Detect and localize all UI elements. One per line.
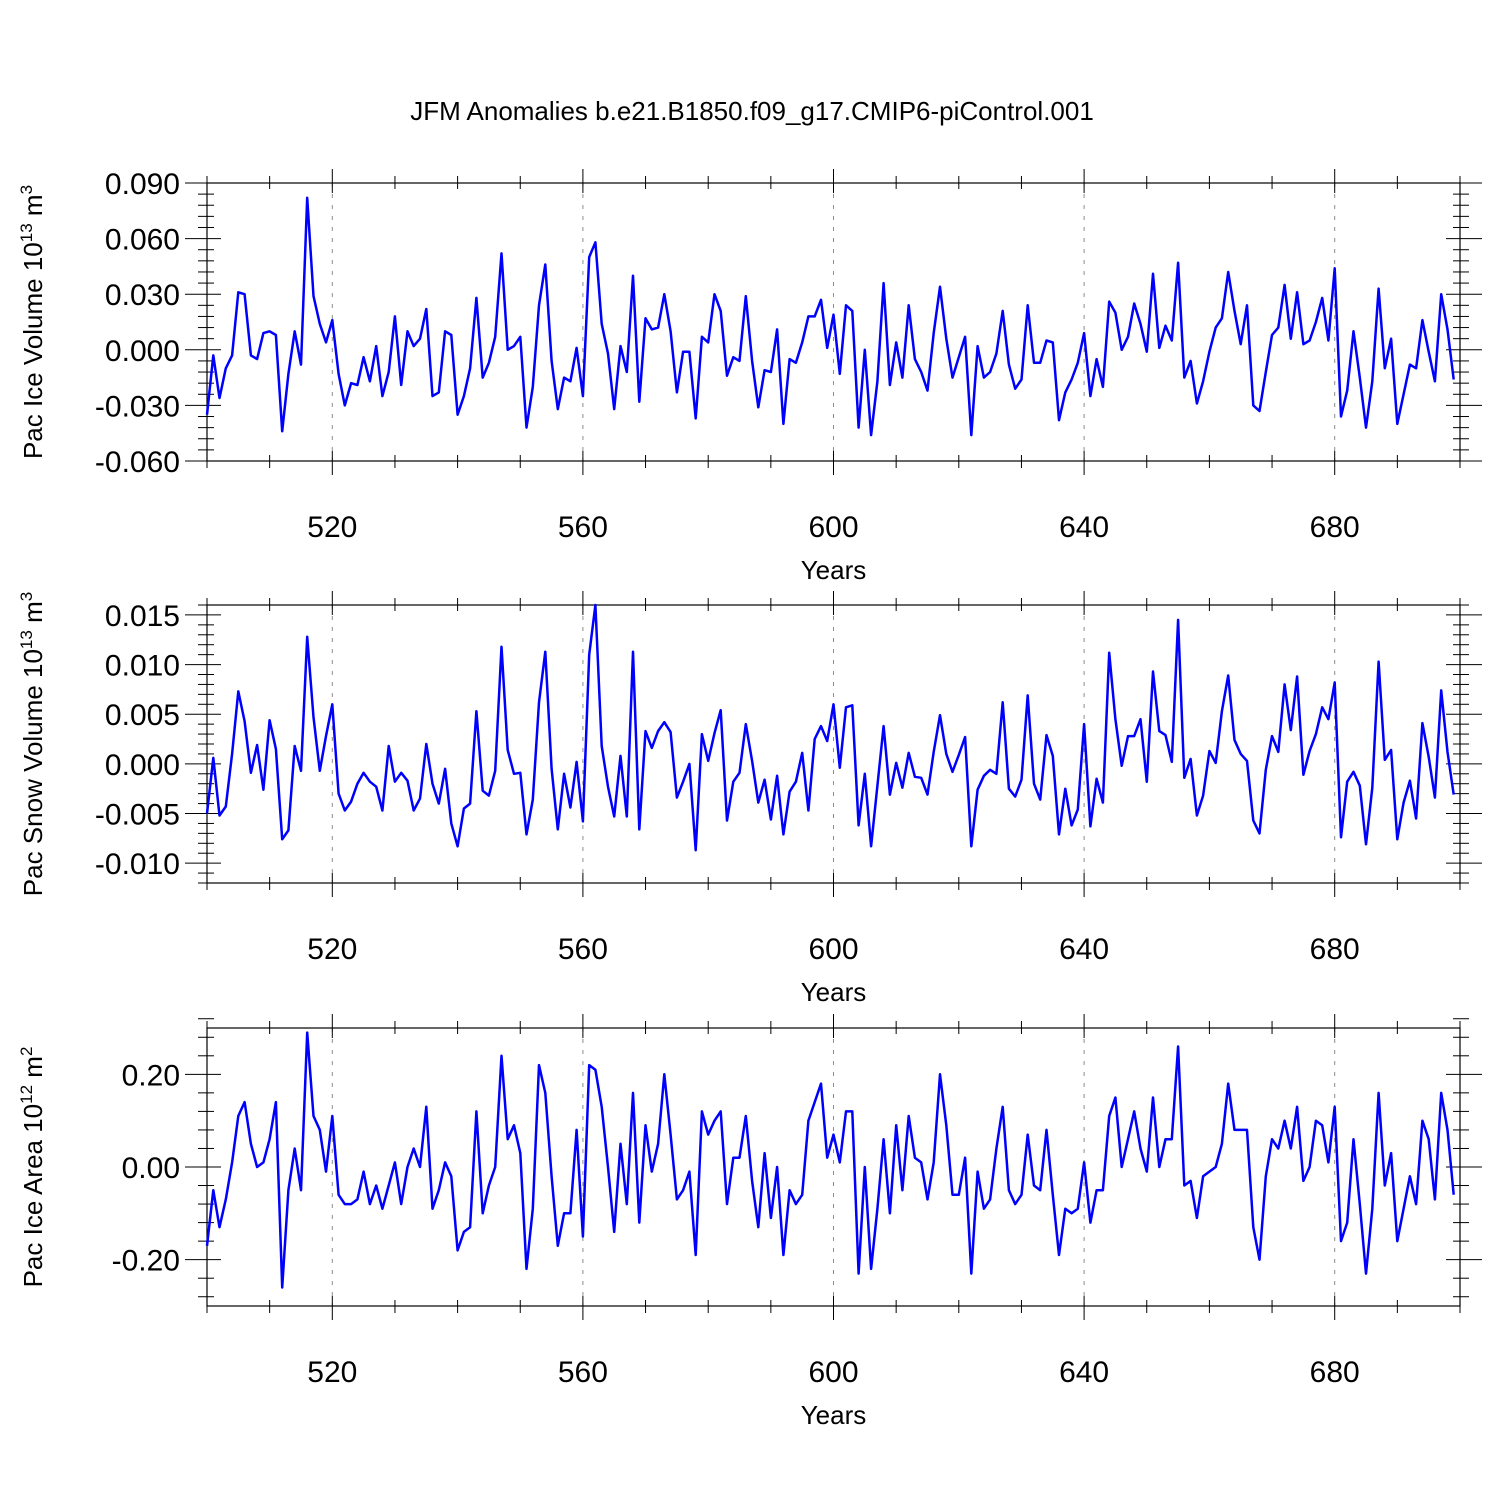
pac-snow-volume-ytick-label: -0.005: [95, 799, 180, 832]
pac-ice-area-panel: -0.20 0.00 0.20 520 560 600 640 680 Years Pac Ice…: [17, 1014, 1482, 1430]
pac-ice-volume-xtick-label: 520: [307, 511, 357, 544]
pac-ice-area-xtick-label: 640: [1059, 1356, 1109, 1389]
pac-ice-volume-ylabel: Pac Ice Volume 1013 m3: [17, 185, 48, 459]
pac-ice-volume-xtick-label: 560: [558, 511, 608, 544]
pac-ice-area-ylabel: Pac Ice Area 1012 m2: [17, 1047, 48, 1288]
pac-ice-area-xlabel: Years: [801, 1400, 867, 1430]
pac-snow-volume-xtick-label: 680: [1310, 933, 1360, 966]
pac-ice-area-ytick-label: 0.20: [122, 1059, 180, 1092]
figure-title: JFM Anomalies b.e21.B1850.f09_g17.CMIP6-…: [410, 96, 1094, 126]
pac-snow-volume-ytick-label: 0.010: [105, 650, 180, 683]
pac-ice-area-xtick-label: 680: [1310, 1356, 1360, 1389]
pac-ice-volume-xtick-label: 680: [1310, 511, 1360, 544]
pac-ice-area-ytick-label: 0.00: [122, 1152, 180, 1185]
pac-ice-volume-frame: [206, 182, 1461, 462]
pac-ice-area-xtick-label: 560: [558, 1356, 608, 1389]
pac-snow-volume-xtick-label: 560: [558, 933, 608, 966]
pac-snow-volume-frame: [206, 604, 1461, 884]
pac-ice-area-ytick-label: -0.20: [112, 1245, 180, 1278]
pac-snow-volume-ytick-label: 0.000: [105, 749, 180, 782]
pac-snow-volume-xtick-label: 600: [808, 933, 858, 966]
pac-snow-volume-ytick-label: -0.010: [95, 848, 180, 881]
pac-ice-volume-ytick-label: 0.000: [105, 335, 180, 368]
pac-ice-volume-ytick-label: 0.060: [105, 224, 180, 257]
pac-snow-volume-xtick-label: 520: [307, 933, 357, 966]
pac-ice-volume-ytick-label: -0.060: [95, 446, 180, 479]
pac-ice-volume-xlabel: Years: [801, 555, 867, 585]
pac-snow-volume-series-line: [205, 603, 1455, 852]
pac-ice-area-xtick-label: 520: [307, 1356, 357, 1389]
pac-snow-volume-panel: -0.010 -0.005 0.000 0.005 0.010 0.015 520 560 60…: [17, 591, 1482, 1007]
pac-ice-volume-xtick-label: 600: [808, 511, 858, 544]
pac-ice-area-xtick-label: 600: [808, 1356, 858, 1389]
pac-ice-volume-ytick-label: 0.030: [105, 279, 180, 312]
pac-ice-area-series-line: [205, 1031, 1455, 1289]
pac-snow-volume-ylabel: Pac Snow Volume 1013 m3: [17, 592, 48, 896]
pac-snow-volume-xtick-label: 640: [1059, 933, 1109, 966]
pac-snow-volume-ytick-label: 0.005: [105, 699, 180, 732]
pac-ice-volume-panel: -0.060 -0.030 0.000 0.030 0.060 0.090 520 560 60…: [17, 168, 1482, 585]
pac-ice-volume-ytick-label: 0.090: [105, 168, 180, 201]
pac-ice-volume-series-line: [205, 196, 1455, 437]
pac-ice-area-frame: [206, 1027, 1461, 1307]
pac-snow-volume-xlabel: Years: [801, 977, 867, 1007]
pac-snow-volume-ytick-label: 0.015: [105, 600, 180, 633]
pac-ice-volume-ytick-label: -0.030: [95, 390, 180, 423]
pac-ice-volume-xtick-label: 640: [1059, 511, 1109, 544]
